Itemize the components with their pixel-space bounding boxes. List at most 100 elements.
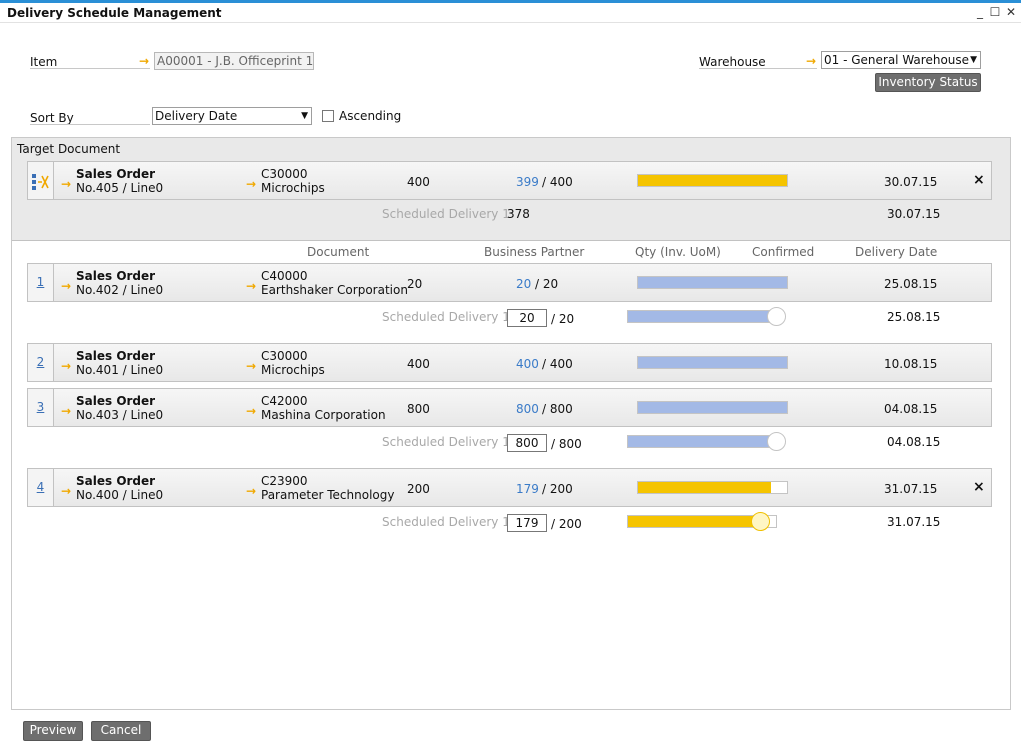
- document-row[interactable]: 1 → Sales Order No.402 / Line0 → C40000 Earths…: [27, 263, 992, 302]
- row-index-link[interactable]: 4: [28, 469, 54, 506]
- confirmed-value[interactable]: 399: [516, 175, 539, 189]
- progress-fill: [638, 277, 787, 288]
- target-document-area: Target Document → Sales Order No.405 / L…: [12, 138, 1010, 241]
- bp-name: Parameter Technology: [261, 488, 395, 502]
- doc-link-arrow-icon[interactable]: →: [61, 484, 72, 498]
- target-document-heading: Target Document: [17, 142, 121, 156]
- progress-fill: [638, 402, 787, 413]
- confirmed-value[interactable]: 20: [516, 277, 532, 291]
- schedule-slider-handle[interactable]: [751, 512, 770, 531]
- close-window-button[interactable]: ✕: [1005, 5, 1017, 19]
- document-row[interactable]: 2 → Sales Order No.401 / Line0 → C30000 Microc…: [27, 343, 992, 382]
- progress-fill: [638, 175, 787, 186]
- warehouse-link-arrow-icon[interactable]: →: [806, 54, 817, 68]
- row-index-link[interactable]: 1: [28, 264, 54, 301]
- inventory-status-button[interactable]: Inventory Status: [875, 73, 981, 92]
- row-index-link[interactable]: 3: [28, 389, 54, 426]
- qty-value: 200: [407, 482, 430, 496]
- bp-name: Microchips: [261, 181, 325, 195]
- sortby-label-underline: [30, 124, 150, 125]
- schedule-slider-handle[interactable]: [767, 307, 786, 326]
- minimize-button[interactable]: _: [977, 5, 983, 19]
- confirmed-value[interactable]: 800: [516, 402, 539, 416]
- bp-code: C30000: [261, 349, 308, 363]
- delivery-date: 04.08.15: [884, 402, 938, 416]
- warehouse-select[interactable]: 01 - General Warehouse ▼: [821, 51, 981, 69]
- doc-type: Sales Order: [76, 394, 156, 408]
- scheduled-delivery-date: 25.08.15: [887, 310, 941, 324]
- remove-row-button[interactable]: ×: [973, 479, 985, 495]
- schedule-slider-track[interactable]: [627, 310, 777, 323]
- doc-link-arrow-icon[interactable]: →: [61, 177, 72, 191]
- scheduled-delivery-qty: 378: [507, 207, 530, 221]
- scheduled-delivery-label: Scheduled Delivery 1: [382, 207, 510, 221]
- window-top-accent: [0, 0, 1021, 3]
- row-index-link[interactable]: 2: [28, 344, 54, 381]
- document-row[interactable]: 4 → Sales Order No.400 / Line0 → C23900 Parame…: [27, 468, 992, 507]
- item-label: Item: [30, 55, 58, 69]
- warehouse-label-underline: [699, 68, 817, 69]
- progress-bar: [637, 401, 788, 414]
- target-document-row[interactable]: → Sales Order No.405 / Line0 → C30000 Mi…: [27, 161, 992, 200]
- scheduled-delivery-date: 30.07.15: [887, 207, 941, 221]
- bp-link-arrow-icon[interactable]: →: [246, 279, 257, 293]
- progress-bar: [637, 481, 788, 494]
- confirmed-total: / 20: [535, 277, 559, 291]
- progress-fill: [638, 357, 787, 368]
- ascending-checkbox[interactable]: [322, 110, 334, 122]
- bp-link-arrow-icon[interactable]: →: [246, 359, 257, 373]
- bp-link-arrow-icon[interactable]: →: [246, 177, 257, 191]
- schedule-slider-fill: [628, 516, 761, 527]
- scheduled-qty-total: / 800: [551, 437, 582, 451]
- document-row[interactable]: 3 → Sales Order No.403 / Line0 → C42000 Mashin…: [27, 388, 992, 427]
- bp-code: C42000: [261, 394, 308, 408]
- item-field[interactable]: A00001 - J.B. Officeprint 142: [154, 52, 314, 70]
- scheduled-qty-input[interactable]: 800: [507, 434, 547, 452]
- progress-bar: [637, 174, 788, 187]
- doc-type: Sales Order: [76, 474, 156, 488]
- scheduled-qty-input[interactable]: 20: [507, 309, 547, 327]
- scheduled-delivery-label: Scheduled Delivery 1: [382, 515, 510, 529]
- item-link-arrow-icon[interactable]: →: [139, 54, 150, 68]
- scheduled-delivery-date: 31.07.15: [887, 515, 941, 529]
- progress-bar: [637, 356, 788, 369]
- bp-name: Mashina Corporation: [261, 408, 386, 422]
- schedule-slider-track[interactable]: [627, 515, 777, 528]
- scheduled-qty-total: / 200: [551, 517, 582, 531]
- scheduled-delivery-label: Scheduled Delivery 1: [382, 310, 510, 324]
- confirmed-value[interactable]: 179: [516, 482, 539, 496]
- doc-number: No.403 / Line0: [76, 408, 164, 422]
- col-header-delivery-date: Delivery Date: [855, 245, 938, 259]
- item-label-underline: [30, 68, 150, 69]
- doc-number: No.402 / Line0: [76, 283, 164, 297]
- col-header-qty: Qty (Inv. UoM): [635, 245, 721, 259]
- split-icon[interactable]: [28, 162, 54, 199]
- preview-button[interactable]: Preview: [23, 721, 83, 741]
- sortby-label: Sort By: [30, 111, 74, 125]
- confirmed-total: / 400: [542, 357, 573, 371]
- schedule-slider-track[interactable]: [627, 435, 777, 448]
- bp-link-arrow-icon[interactable]: →: [246, 404, 257, 418]
- delivery-date: 10.08.15: [884, 357, 938, 371]
- sortby-select[interactable]: Delivery Date ▼: [152, 107, 312, 125]
- doc-link-arrow-icon[interactable]: →: [61, 404, 72, 418]
- doc-type: Sales Order: [76, 349, 156, 363]
- cancel-button[interactable]: Cancel: [91, 721, 151, 741]
- col-header-business-partner: Business Partner: [484, 245, 585, 259]
- maximize-button[interactable]: ☐: [989, 5, 1001, 19]
- bp-code: C23900: [261, 474, 308, 488]
- col-header-confirmed: Confirmed: [752, 245, 815, 259]
- warehouse-label: Warehouse: [699, 55, 766, 69]
- schedule-slider-fill: [628, 311, 776, 322]
- bp-link-arrow-icon[interactable]: →: [246, 484, 257, 498]
- schedule-slider-handle[interactable]: [767, 432, 786, 451]
- doc-link-arrow-icon[interactable]: →: [61, 279, 72, 293]
- scheduled-qty-input[interactable]: 179: [507, 514, 547, 532]
- doc-number: No.405 / Line0: [76, 181, 164, 195]
- qty-value: 20: [407, 277, 423, 291]
- qty-value: 800: [407, 402, 430, 416]
- confirmed-value[interactable]: 400: [516, 357, 539, 371]
- qty-value: 400: [407, 175, 430, 189]
- remove-row-button[interactable]: ×: [973, 172, 985, 188]
- doc-link-arrow-icon[interactable]: →: [61, 359, 72, 373]
